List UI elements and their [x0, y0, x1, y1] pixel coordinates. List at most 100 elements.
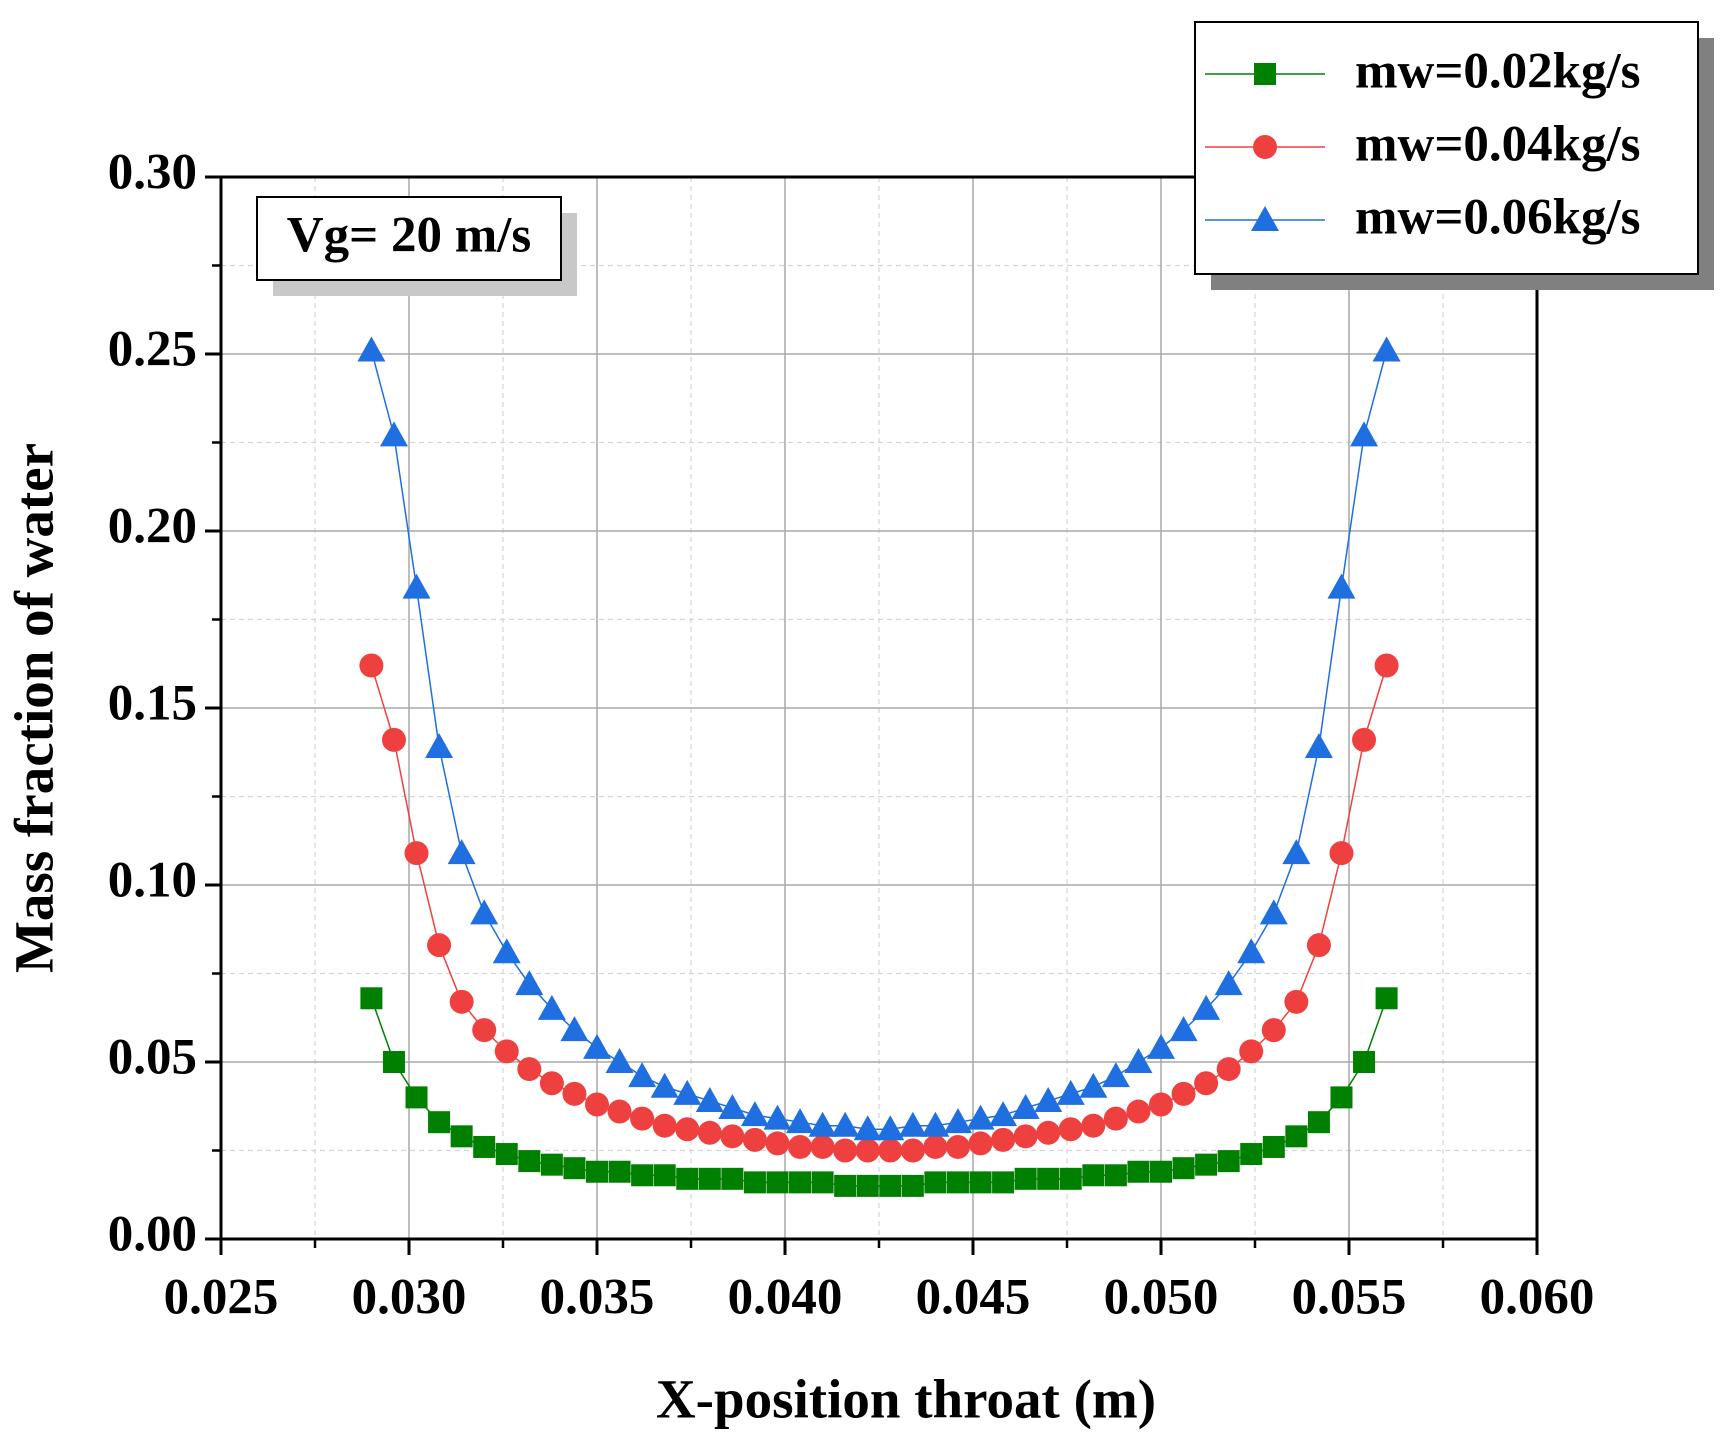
marker: [404, 841, 429, 866]
x-tick-label: 0.055: [1292, 1270, 1407, 1326]
marker: [923, 1134, 948, 1159]
marker: [1013, 1124, 1038, 1149]
marker: [675, 1117, 700, 1142]
marker: [518, 1150, 541, 1173]
marker: [1240, 1143, 1263, 1166]
x-tick-label: 0.045: [916, 1270, 1031, 1326]
marker: [695, 1086, 724, 1112]
marker: [472, 1018, 497, 1043]
marker: [449, 989, 474, 1014]
marker: [1217, 1150, 1240, 1173]
legend-marker: [1251, 206, 1279, 231]
marker: [631, 1164, 654, 1187]
marker: [605, 1048, 634, 1073]
marker: [379, 421, 408, 447]
marker: [628, 1062, 657, 1088]
marker: [969, 1171, 992, 1194]
marker: [831, 1111, 860, 1137]
marker: [1307, 1111, 1330, 1134]
marker: [833, 1138, 858, 1163]
x-tick-label: 0.025: [164, 1270, 279, 1326]
marker: [1011, 1094, 1040, 1120]
marker: [1034, 1086, 1063, 1112]
legend-marker: [1254, 63, 1276, 85]
marker: [924, 1171, 947, 1194]
marker: [1192, 994, 1221, 1020]
marker: [1352, 727, 1377, 752]
marker: [1259, 899, 1288, 925]
marker: [1036, 1120, 1061, 1145]
marker: [1147, 1033, 1175, 1059]
marker: [537, 994, 566, 1020]
marker: [1172, 1157, 1195, 1180]
marker: [540, 1153, 563, 1176]
marker: [517, 1057, 542, 1082]
marker: [1282, 839, 1311, 865]
marker: [855, 1138, 880, 1163]
marker: [1216, 1057, 1241, 1082]
marker: [1056, 1079, 1085, 1105]
marker: [1082, 1164, 1105, 1187]
marker: [1124, 1048, 1153, 1073]
marker: [900, 1138, 925, 1163]
plot-frame: [219, 175, 1539, 1241]
marker: [834, 1174, 857, 1197]
marker: [608, 1160, 631, 1183]
marker: [585, 1092, 609, 1117]
marker: [515, 970, 544, 996]
series-line: [370, 350, 1388, 1131]
marker: [740, 1101, 769, 1127]
marker: [879, 1174, 902, 1197]
marker: [1261, 1018, 1286, 1043]
x-tick-label: 0.030: [352, 1270, 467, 1326]
marker: [630, 1106, 655, 1131]
marker: [968, 1131, 993, 1156]
y-tick-label: 0.00: [108, 1207, 197, 1263]
marker: [563, 1157, 586, 1180]
marker: [1329, 841, 1354, 866]
marker: [810, 1134, 835, 1159]
marker: [1304, 732, 1333, 758]
marker: [1171, 1081, 1196, 1106]
marker: [653, 1164, 676, 1187]
marker: [1079, 1072, 1108, 1098]
marker: [788, 1134, 813, 1159]
marker: [1103, 1106, 1128, 1131]
marker: [901, 1174, 924, 1197]
marker: [583, 1033, 611, 1059]
marker: [382, 1051, 405, 1073]
marker: [1372, 336, 1401, 362]
marker: [718, 1094, 747, 1120]
x-tick-label: 0.050: [1104, 1270, 1219, 1326]
marker: [766, 1171, 789, 1194]
marker: [720, 1124, 745, 1149]
marker: [473, 1135, 496, 1158]
marker: [698, 1167, 721, 1190]
marker: [789, 1171, 812, 1194]
marker: [425, 732, 454, 758]
x-tick-label: 0.060: [1480, 1270, 1595, 1326]
marker: [1037, 1167, 1060, 1190]
marker: [743, 1171, 766, 1194]
marker: [492, 938, 521, 964]
marker: [470, 899, 499, 925]
x-tick-label: 0.040: [728, 1270, 843, 1326]
marker: [946, 1171, 969, 1194]
marker: [945, 1134, 970, 1159]
marker: [447, 839, 476, 865]
y-tick-label: 0.25: [108, 322, 197, 378]
marker: [402, 573, 431, 599]
marker: [539, 1071, 564, 1096]
marker: [1081, 1113, 1106, 1138]
marker: [1374, 653, 1399, 678]
marker: [1353, 1051, 1376, 1073]
y-tick-label: 0.20: [108, 499, 197, 555]
marker: [676, 1167, 699, 1190]
marker: [1104, 1164, 1127, 1187]
y-tick-label: 0.30: [108, 145, 197, 201]
marker: [1330, 1086, 1353, 1109]
marker: [1149, 1092, 1173, 1117]
marker: [1350, 421, 1379, 447]
marker: [1262, 1135, 1285, 1158]
marker: [1284, 989, 1309, 1014]
